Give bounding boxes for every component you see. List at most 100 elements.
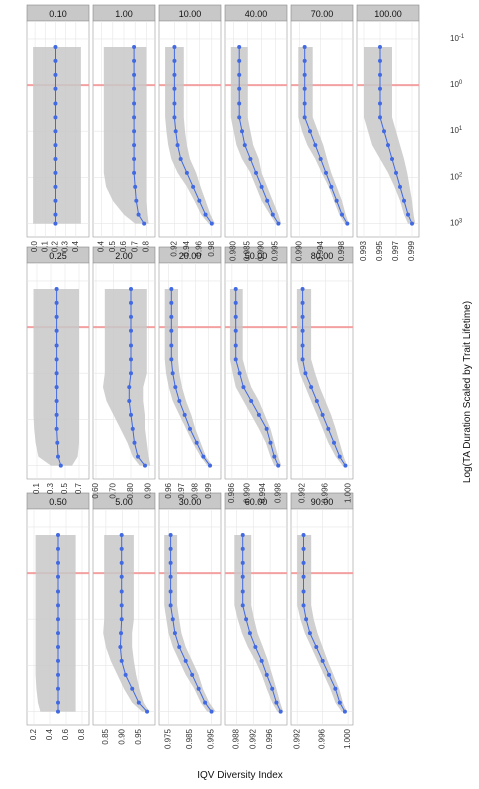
data-point	[56, 533, 60, 538]
data-point	[209, 709, 214, 714]
data-point	[233, 314, 238, 319]
y-tick-label: 0.995	[271, 240, 280, 261]
y-tick-label: 0.8	[77, 728, 86, 740]
y-tick-label: 0.96	[164, 482, 173, 498]
data-point	[378, 115, 382, 120]
data-point	[169, 343, 174, 348]
data-point	[58, 463, 63, 468]
data-point	[378, 72, 382, 77]
y-tick-label: 0.6	[119, 240, 128, 252]
data-point	[237, 115, 242, 120]
data-point	[55, 440, 60, 445]
data-point	[132, 143, 137, 148]
facet-label: 30.00	[179, 497, 202, 507]
x-tick-label: 100	[450, 80, 463, 90]
data-point	[240, 603, 245, 608]
data-point	[326, 426, 331, 431]
ci-band	[298, 47, 349, 224]
data-point	[168, 574, 173, 579]
data-point	[127, 385, 132, 390]
data-point	[378, 86, 382, 91]
data-point	[390, 157, 394, 162]
facet-label: 20.00	[179, 251, 202, 261]
y-tick-label: 0.990	[242, 482, 251, 503]
data-point	[53, 72, 58, 77]
y-tick-label: 0.992	[248, 728, 257, 749]
x-tick-label: 102	[450, 172, 463, 182]
y-tick-label: 0.5	[108, 240, 117, 252]
y-tick-label: 0.98	[190, 482, 199, 498]
data-point	[54, 300, 59, 305]
y-tick-label: 0.997	[391, 240, 400, 261]
data-point	[309, 385, 314, 390]
series-line	[133, 47, 145, 224]
y-tick-label: 0.4	[45, 728, 54, 740]
series-line	[173, 47, 213, 224]
data-point	[244, 617, 249, 622]
data-point	[304, 617, 309, 622]
y-tick-label: 0.4	[71, 240, 80, 252]
data-point	[302, 115, 307, 120]
y-tick-label: 0.998	[337, 240, 346, 261]
y-tick-label: 0.3	[46, 482, 55, 494]
data-point	[129, 287, 133, 292]
data-point	[56, 560, 60, 565]
data-point	[54, 357, 59, 362]
data-point	[334, 198, 339, 203]
data-point	[394, 170, 398, 175]
data-point	[54, 412, 59, 417]
data-point	[53, 212, 58, 217]
data-point	[132, 157, 137, 162]
data-point	[129, 371, 133, 376]
data-point	[127, 399, 132, 404]
data-point	[133, 184, 138, 189]
data-point	[249, 399, 254, 404]
data-point	[178, 157, 183, 162]
y-tick-label: 0.980	[229, 240, 238, 261]
facet-label: 40.00	[245, 9, 268, 19]
data-point	[194, 440, 199, 445]
data-point	[53, 170, 58, 175]
y-tick-label: 0.60	[91, 482, 100, 498]
data-point	[53, 45, 58, 50]
y-axis-title: IQV Diversity Index	[197, 770, 283, 781]
data-point	[54, 399, 59, 404]
y-tick-label: 0.7	[74, 482, 83, 494]
data-point	[278, 709, 283, 714]
data-point	[54, 426, 59, 431]
y-tick-label: 0.975	[164, 728, 173, 749]
data-point	[119, 589, 124, 594]
data-point	[253, 645, 258, 650]
series-line	[379, 47, 413, 224]
data-point	[56, 574, 60, 579]
data-point	[233, 300, 238, 305]
data-point	[172, 86, 177, 91]
band-layer	[33, 47, 416, 712]
y-tick-label: 0.90	[144, 482, 153, 498]
y-tick-label: 0.1	[32, 482, 41, 494]
data-point	[302, 86, 307, 91]
y-tick-label: 0.98	[207, 240, 216, 256]
data-point	[173, 129, 178, 134]
data-point	[270, 212, 275, 217]
data-point	[237, 101, 242, 106]
data-point	[53, 101, 58, 106]
y-tick-label: 0.6	[61, 728, 70, 740]
data-point	[240, 589, 245, 594]
data-point	[233, 328, 238, 333]
data-point	[237, 371, 242, 376]
x-tick-label: 103	[450, 218, 463, 228]
data-point	[175, 143, 180, 148]
series-line	[170, 535, 212, 712]
data-point	[237, 45, 242, 50]
facet-label: 0.25	[49, 251, 67, 261]
data-point	[130, 426, 135, 431]
data-point	[240, 546, 245, 551]
y-tick-label: 0.986	[227, 482, 236, 503]
data-point	[386, 143, 390, 148]
data-point	[145, 709, 150, 714]
data-point	[314, 645, 319, 650]
y-tick-label: 0.996	[265, 728, 274, 749]
data-point	[119, 560, 124, 565]
